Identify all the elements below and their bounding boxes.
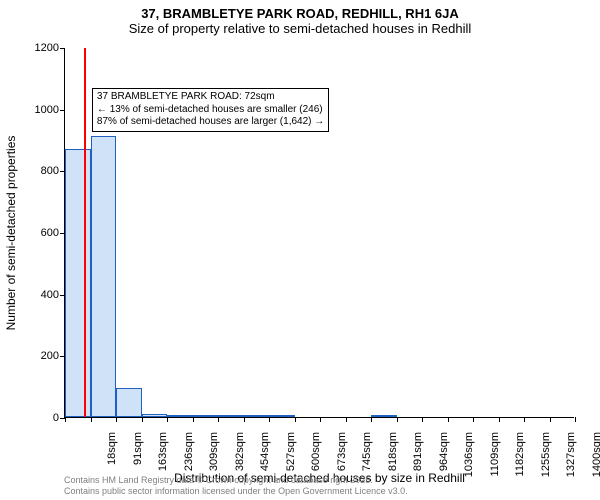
y-tick-label: 1200: [25, 42, 59, 54]
footer-line-1: Contains HM Land Registry data © Crown c…: [64, 475, 408, 486]
histogram-bar: [371, 415, 397, 417]
plot: Number of semi-detached properties Distr…: [64, 48, 574, 418]
histogram-bar: [65, 149, 91, 417]
histogram-bar: [218, 415, 244, 417]
title-line-1: 37, BRAMBLETYE PARK ROAD, REDHILL, RH1 6…: [0, 6, 600, 21]
x-tick-mark: [448, 417, 449, 422]
histogram-bar: [269, 415, 295, 417]
x-tick-label: 964sqm: [438, 432, 450, 482]
x-tick-mark: [575, 417, 576, 422]
x-tick-mark: [422, 417, 423, 422]
histogram-bar: [116, 388, 142, 417]
x-tick-mark: [167, 417, 168, 422]
y-tick-label: 200: [25, 350, 59, 362]
x-tick-mark: [473, 417, 474, 422]
y-axis-label: Number of semi-detached properties: [4, 135, 18, 330]
annotation-line: 87% of semi-detached houses are larger (…: [97, 116, 324, 129]
x-tick-mark: [295, 417, 296, 422]
histogram-bar: [91, 136, 117, 417]
x-tick-mark: [193, 417, 194, 422]
histogram-bar: [244, 415, 270, 417]
x-tick-label: 1182sqm: [514, 432, 526, 482]
x-tick-mark: [218, 417, 219, 422]
y-tick-mark: [60, 110, 65, 111]
x-tick-mark: [397, 417, 398, 422]
y-tick-label: 800: [25, 165, 59, 177]
annotation-line: ← 13% of semi-detached houses are smalle…: [97, 104, 324, 117]
x-tick-mark: [550, 417, 551, 422]
x-tick-mark: [499, 417, 500, 422]
y-tick-label: 1000: [25, 104, 59, 116]
x-tick-mark: [244, 417, 245, 422]
x-tick-label: 1109sqm: [489, 432, 501, 482]
annotation-box: 37 BRAMBLETYE PARK ROAD: 72sqm← 13% of s…: [92, 88, 329, 132]
title-block: 37, BRAMBLETYE PARK ROAD, REDHILL, RH1 6…: [0, 0, 600, 36]
x-tick-mark: [524, 417, 525, 422]
x-tick-mark: [269, 417, 270, 422]
y-tick-label: 400: [25, 289, 59, 301]
x-tick-label: 891sqm: [412, 432, 424, 482]
marker-line: [84, 48, 86, 417]
footer: Contains HM Land Registry data © Crown c…: [64, 475, 408, 497]
y-tick-label: 600: [25, 227, 59, 239]
title-line-2: Size of property relative to semi-detach…: [0, 21, 600, 36]
x-tick-mark: [91, 417, 92, 422]
x-tick-mark: [116, 417, 117, 422]
y-tick-mark: [60, 48, 65, 49]
chart-area: Number of semi-detached properties Distr…: [64, 48, 574, 418]
footer-line-2: Contains public sector information licen…: [64, 486, 408, 497]
histogram-bar: [193, 415, 219, 417]
x-tick-mark: [346, 417, 347, 422]
histogram-bar: [167, 415, 193, 417]
annotation-line: 37 BRAMBLETYE PARK ROAD: 72sqm: [97, 91, 324, 104]
x-tick-label: 1255sqm: [540, 432, 552, 482]
histogram-bar: [142, 414, 168, 417]
x-tick-mark: [65, 417, 66, 422]
x-tick-label: 1036sqm: [463, 432, 475, 482]
x-tick-label: 1327sqm: [565, 432, 577, 482]
x-tick-mark: [320, 417, 321, 422]
x-tick-mark: [371, 417, 372, 422]
x-tick-label: 1400sqm: [591, 432, 600, 482]
x-tick-mark: [142, 417, 143, 422]
y-tick-label: 0: [25, 412, 59, 424]
